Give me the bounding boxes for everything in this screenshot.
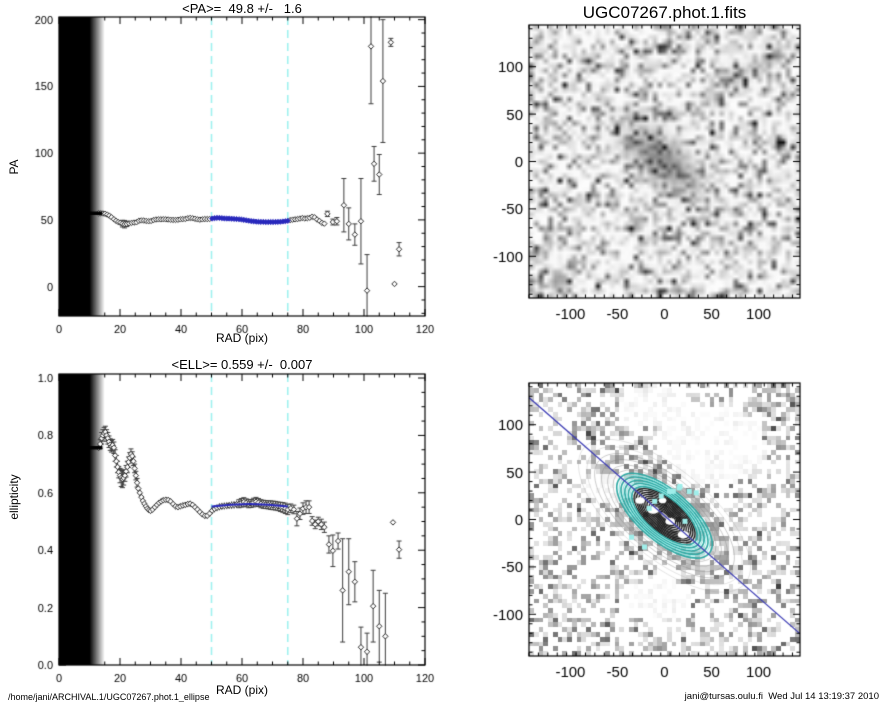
ellipticity-x-axis-label: RAD (pix) xyxy=(215,683,268,697)
pa-y-axis-label: PA xyxy=(7,159,21,175)
user-host-timestamp: jani@tursas.oulu.fi Wed Jul 14 13:19:37 … xyxy=(684,691,879,702)
pa-x-axis-label: RAD (pix) xyxy=(215,331,268,345)
ellipse-fit-overlay-image xyxy=(450,358,885,708)
pa-profile-chart xyxy=(0,0,442,350)
output-file-path: /home/jani/ARCHIVAL.1/UGC07267.phot.1_el… xyxy=(8,692,210,702)
ellipticity-y-axis-label: ellipticity xyxy=(7,474,21,520)
galaxy-fits-image xyxy=(450,0,885,350)
ellipticity-profile-chart xyxy=(0,358,442,708)
